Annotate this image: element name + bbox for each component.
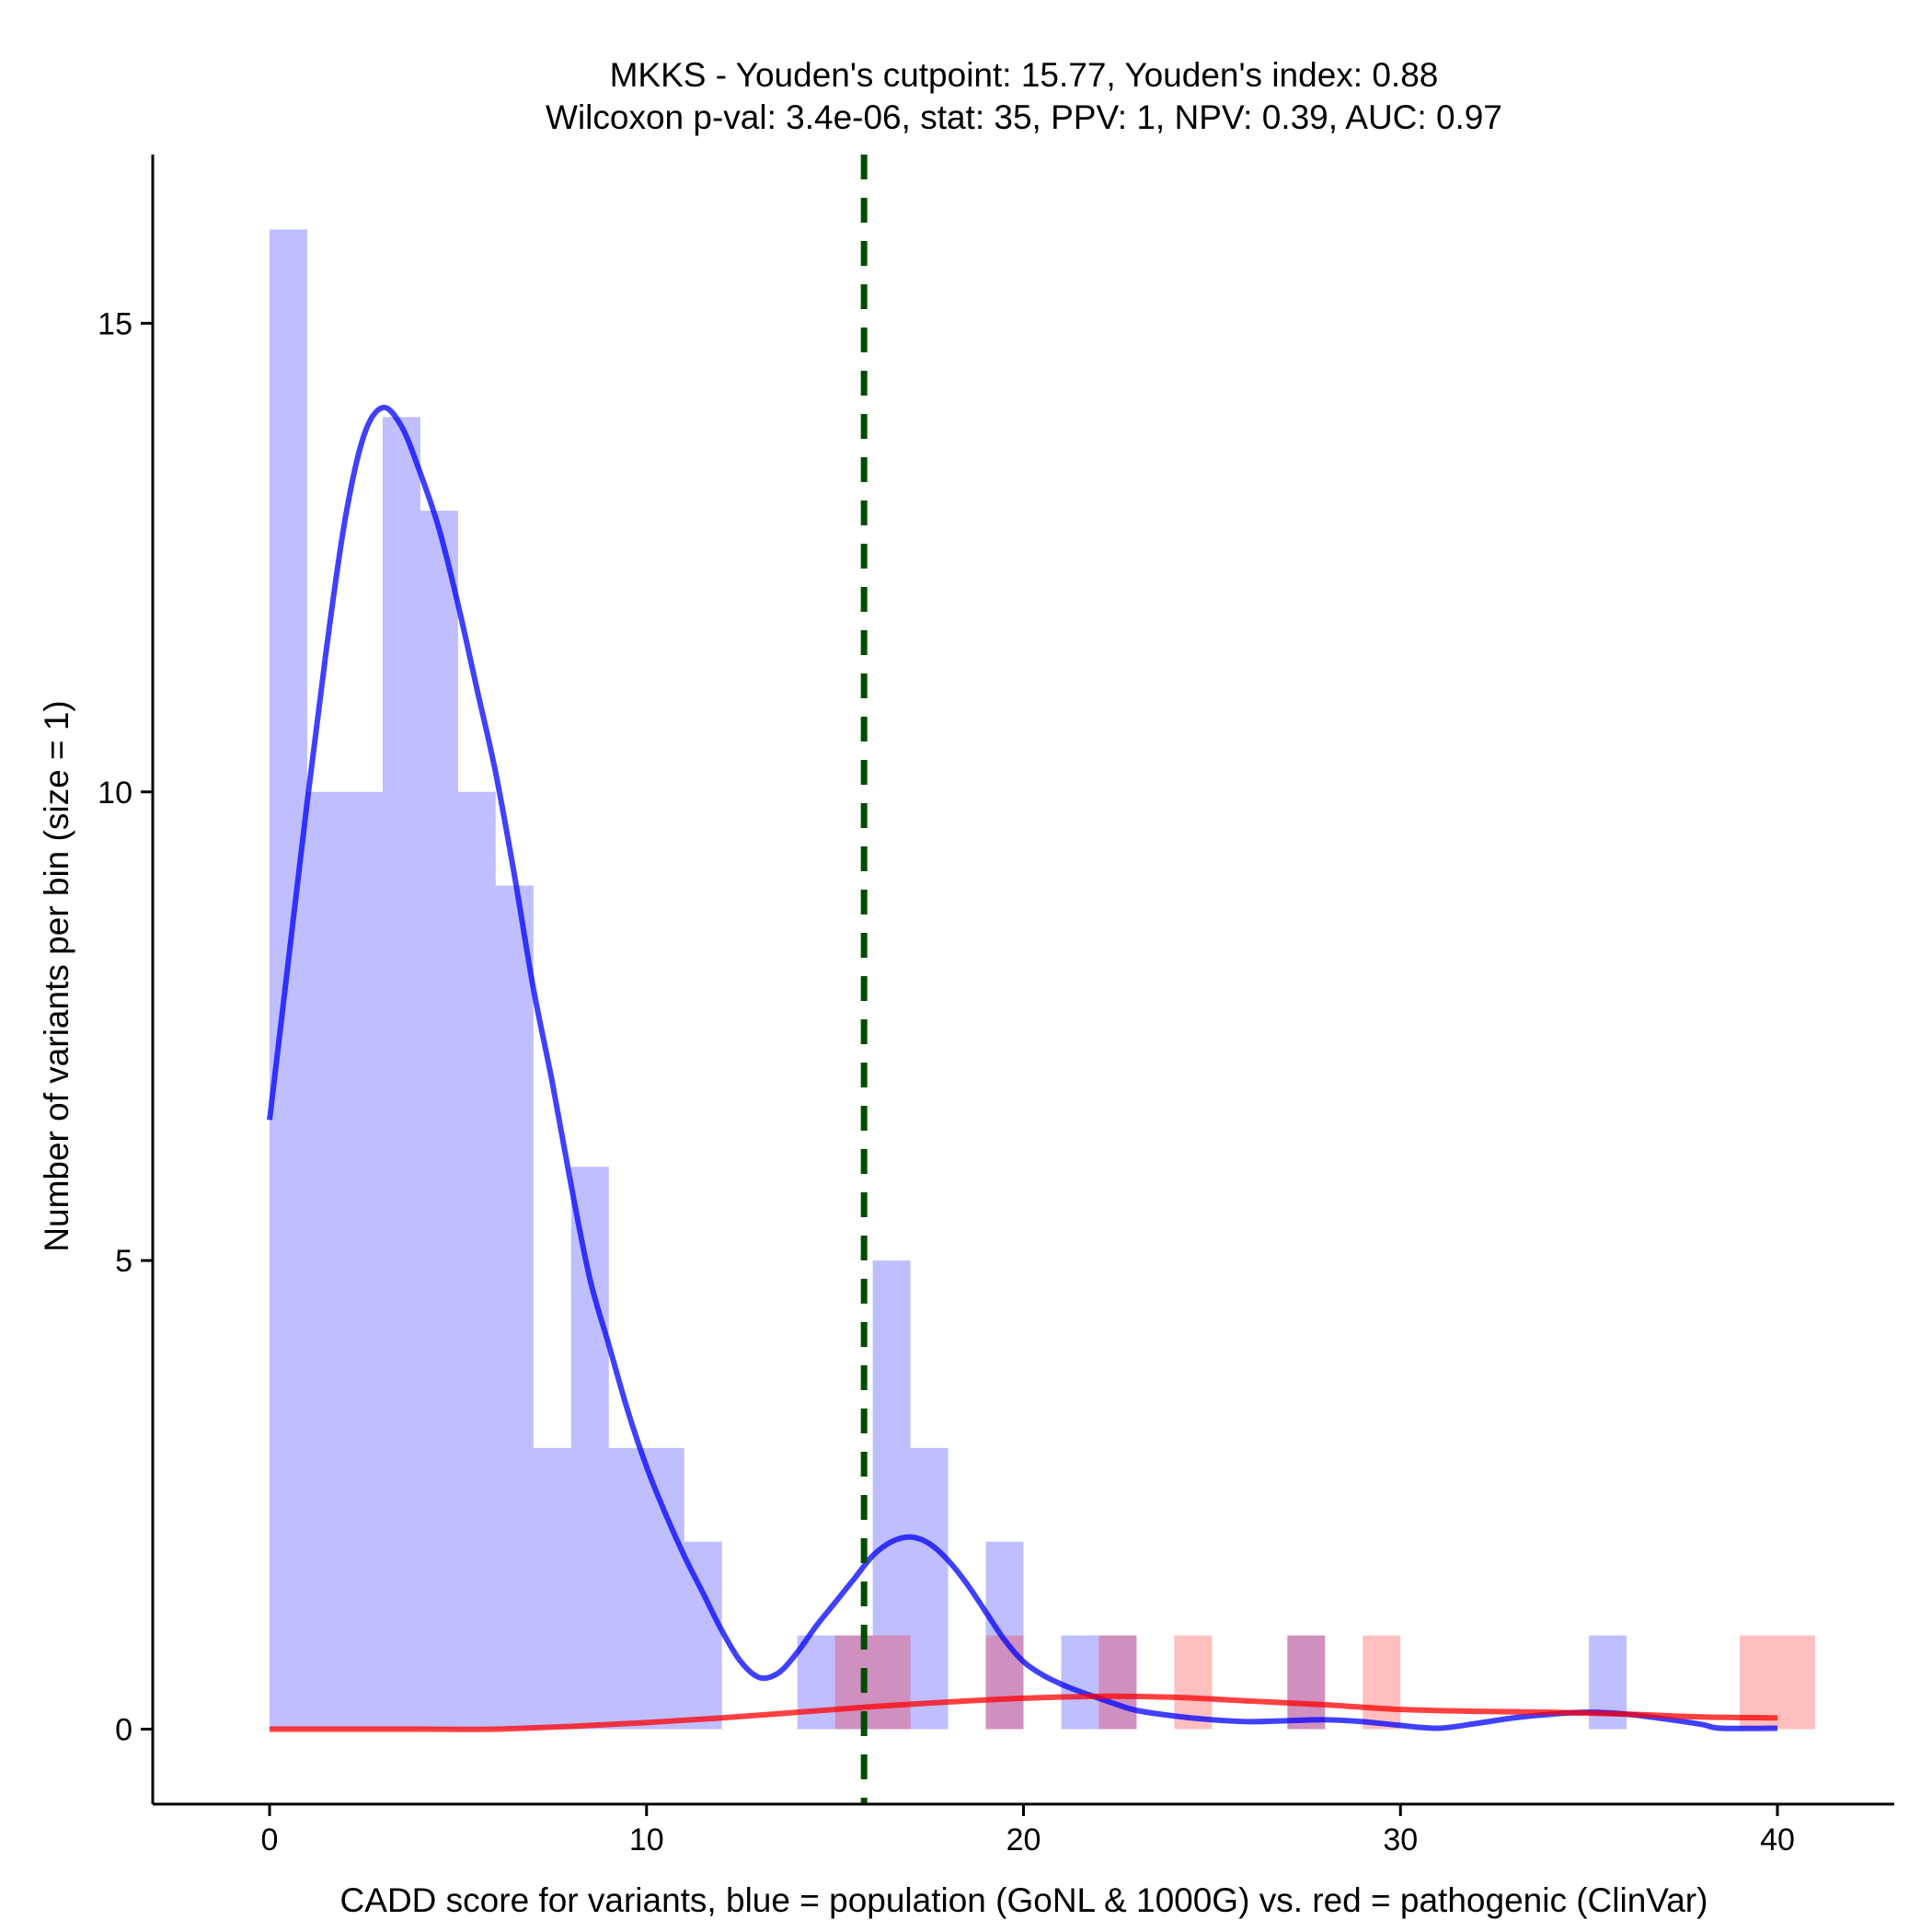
y-tick-label: 5 [115,1244,132,1279]
y-axis-title: Number of variants per bin (size = 1) [38,700,75,1251]
x-axis-title: CADD score for variants, blue = populati… [340,1881,1708,1919]
x-tick-label: 20 [1006,1823,1041,1857]
histogram-bars [270,229,1815,1730]
pathogenic-bin-22 [1098,1635,1137,1730]
population-density-line [267,404,1777,1731]
population-bin-1 [306,791,345,1730]
pathogenic-bin-19 [985,1635,1024,1730]
y-tick-label: 0 [115,1713,132,1748]
pathogenic-bin-40 [1777,1635,1815,1730]
x-tick-label: 0 [261,1823,279,1857]
pathogenic-bin-27 [1287,1635,1326,1730]
population-bin-7 [533,1447,571,1730]
population-bin-2 [344,791,383,1730]
x-tick-label: 30 [1383,1823,1418,1857]
chart-title-line-2: Wilcoxon p-val: 3.4e-06, stat: 35, PPV: … [546,98,1502,136]
pathogenic-bin-16 [872,1635,911,1730]
population-bin-6 [495,885,534,1730]
x-tick-label: 10 [629,1823,664,1857]
pathogenic-density-line [270,1693,1778,1732]
population-bin-21 [1061,1635,1099,1730]
population-bin-4 [420,511,458,1730]
population-bin-9 [608,1447,647,1730]
population-bin-22 [1098,1635,1137,1730]
pathogenic-bin-39 [1740,1635,1777,1730]
population-bin-10 [646,1447,684,1730]
chart-title-line-1: MKKS - Youden's cutpoint: 15.77, Youden'… [610,56,1439,94]
x-axis-ticks: 0 10 20 30 40 [261,1804,1795,1857]
population-bin-27 [1287,1635,1326,1730]
population-bin-5 [457,791,496,1730]
pathogenic-bin-24 [1174,1635,1213,1730]
y-tick-label: 10 [98,776,132,811]
population-bin-17 [910,1447,949,1730]
density-curves [267,404,1778,1732]
y-tick-label: 15 [98,306,132,341]
pathogenic-bin-29 [1363,1635,1401,1730]
population-bin-3 [382,417,420,1730]
x-tick-label: 40 [1760,1823,1795,1857]
y-axis-ticks: 0 5 10 15 [98,306,153,1748]
population-bin-16 [872,1260,911,1730]
population-bin-8 [570,1167,609,1730]
population-bin-14 [797,1635,835,1730]
